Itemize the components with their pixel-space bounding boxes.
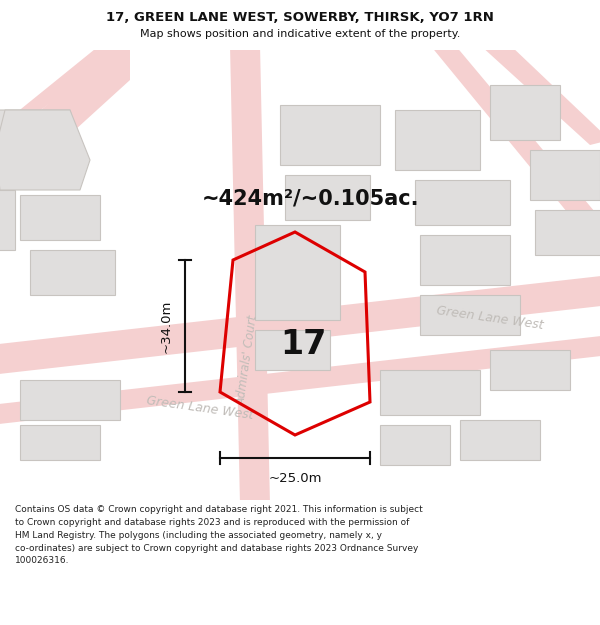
Polygon shape xyxy=(430,45,600,240)
Polygon shape xyxy=(30,250,115,295)
Text: 17, GREEN LANE WEST, SOWERBY, THIRSK, YO7 1RN: 17, GREEN LANE WEST, SOWERBY, THIRSK, YO… xyxy=(106,11,494,24)
Text: Map shows position and indicative extent of the property.: Map shows position and indicative extent… xyxy=(140,29,460,39)
Polygon shape xyxy=(480,45,600,145)
Polygon shape xyxy=(20,425,100,460)
Polygon shape xyxy=(0,275,600,375)
Polygon shape xyxy=(380,425,450,465)
Polygon shape xyxy=(380,370,480,415)
Polygon shape xyxy=(395,110,480,170)
Polygon shape xyxy=(285,175,370,220)
Polygon shape xyxy=(0,190,15,250)
Text: ~25.0m: ~25.0m xyxy=(268,472,322,485)
Text: 17: 17 xyxy=(280,329,326,361)
Polygon shape xyxy=(20,195,100,240)
Polygon shape xyxy=(230,45,270,505)
Text: Admirals' Court: Admirals' Court xyxy=(235,314,261,406)
Polygon shape xyxy=(255,225,340,320)
Polygon shape xyxy=(20,380,120,420)
Polygon shape xyxy=(420,295,520,335)
Polygon shape xyxy=(0,335,600,425)
Polygon shape xyxy=(0,50,130,180)
Polygon shape xyxy=(535,210,600,255)
Text: Green Lane West: Green Lane West xyxy=(436,304,544,332)
Polygon shape xyxy=(490,85,560,140)
Polygon shape xyxy=(420,235,510,285)
Polygon shape xyxy=(280,105,380,165)
Text: ~424m²/~0.105ac.: ~424m²/~0.105ac. xyxy=(201,188,419,208)
Polygon shape xyxy=(255,330,330,370)
Polygon shape xyxy=(530,150,600,200)
Text: ~34.0m: ~34.0m xyxy=(160,299,173,352)
Polygon shape xyxy=(460,420,540,460)
Text: Contains OS data © Crown copyright and database right 2021. This information is : Contains OS data © Crown copyright and d… xyxy=(15,505,423,566)
Polygon shape xyxy=(0,110,85,185)
Polygon shape xyxy=(490,350,570,390)
Text: Green Lane West: Green Lane West xyxy=(146,394,254,422)
Polygon shape xyxy=(415,180,510,225)
Polygon shape xyxy=(0,45,125,130)
Polygon shape xyxy=(0,110,90,190)
